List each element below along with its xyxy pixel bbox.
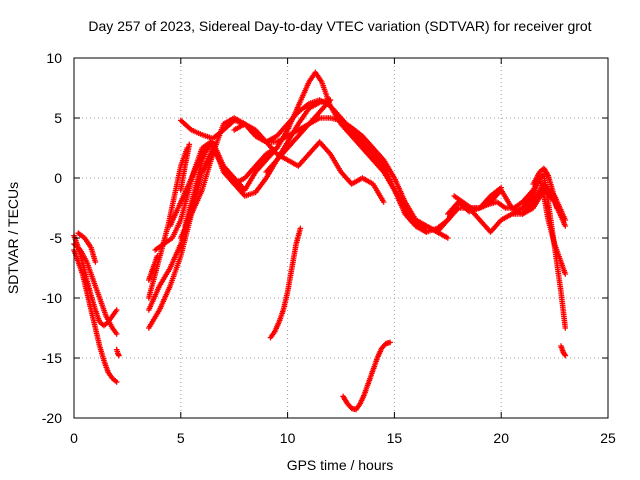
series-arc-4 <box>75 230 99 265</box>
data-point <box>562 223 569 229</box>
data-point <box>445 235 451 241</box>
series-arc-5 <box>113 346 122 359</box>
data-point <box>562 325 569 331</box>
series-arc-3 <box>71 241 120 337</box>
y-tick-label: 5 <box>54 110 62 126</box>
data-point <box>498 184 504 191</box>
series-arc-1 <box>71 247 120 385</box>
data-point <box>297 225 304 232</box>
data-point <box>116 352 122 359</box>
x-axis-label: GPS time / hours <box>287 457 394 473</box>
series-arc-25 <box>519 175 569 277</box>
y-tick-label: 0 <box>54 170 62 186</box>
x-tick-label: 10 <box>280 430 296 446</box>
series-arc-21 <box>402 187 569 235</box>
y-tick-label: -15 <box>42 350 62 366</box>
y-tick-label: -5 <box>50 230 63 246</box>
x-tick-label: 0 <box>70 430 78 446</box>
data-point <box>562 271 569 277</box>
axis-ticks: 0 5 10 15 20 25 -20 -15 -10 -5 0 5 10 <box>42 50 616 446</box>
y-tick-label: -10 <box>42 290 62 306</box>
data-point <box>92 259 99 265</box>
data-series <box>71 69 569 413</box>
series-arc-9 <box>146 253 161 283</box>
x-tick-label: 20 <box>493 430 509 446</box>
series-arc-23 <box>445 184 504 217</box>
series-arc-13 <box>178 141 193 193</box>
chart-title: Day 257 of 2023, Sidereal Day-to-day VTE… <box>88 18 591 34</box>
data-point <box>154 253 161 259</box>
data-point <box>113 331 120 337</box>
data-point <box>562 352 569 359</box>
x-tick-label: 5 <box>177 430 185 446</box>
series-arc-26 <box>530 165 560 211</box>
y-tick-label: 10 <box>46 50 62 66</box>
x-tick-label: 25 <box>600 430 616 446</box>
data-point <box>113 307 120 313</box>
data-point <box>186 141 193 148</box>
y-axis-label: SDTVAR / TECUs <box>5 182 21 294</box>
data-point <box>387 339 393 346</box>
series-arc-27 <box>558 343 569 359</box>
series-arc-19 <box>340 339 393 413</box>
series-arc-18 <box>267 225 304 341</box>
data-point <box>327 97 334 103</box>
x-tick-label: 15 <box>387 430 403 446</box>
y-tick-label: -20 <box>42 410 62 426</box>
data-point <box>380 199 387 205</box>
data-point <box>561 351 568 358</box>
data-point <box>113 379 120 385</box>
series-arc-17 <box>263 97 334 175</box>
data-point <box>553 205 560 211</box>
grid <box>74 58 608 418</box>
